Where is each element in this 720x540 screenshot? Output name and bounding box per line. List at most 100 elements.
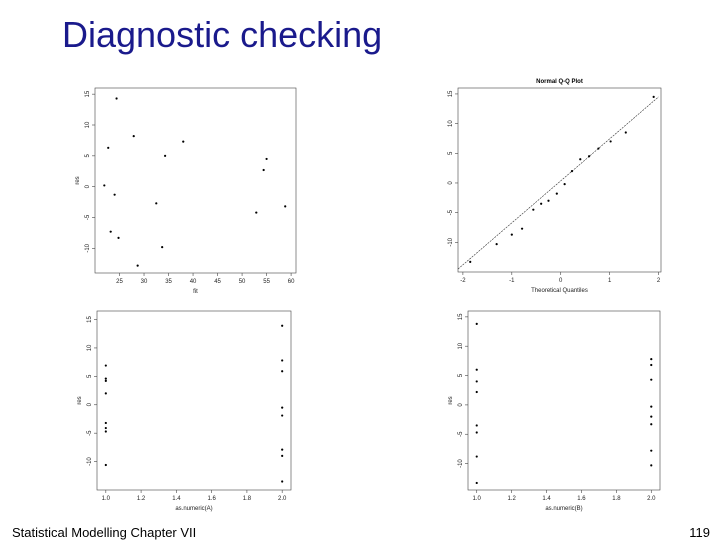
point bbox=[104, 430, 107, 433]
y-tick-label: 5 bbox=[87, 374, 93, 378]
y-tick-label: -10 bbox=[85, 243, 91, 252]
point bbox=[650, 449, 653, 452]
y-tick-label: -5 bbox=[87, 430, 93, 436]
point bbox=[597, 147, 600, 150]
y-tick-label: 15 bbox=[448, 90, 454, 97]
point bbox=[281, 359, 284, 362]
point bbox=[495, 243, 498, 246]
point bbox=[469, 260, 472, 264]
x-axis-label: as.numeric(A) bbox=[175, 506, 212, 512]
point bbox=[475, 390, 478, 394]
point bbox=[262, 168, 265, 172]
point bbox=[103, 184, 106, 187]
x-tick-label: 1.2 bbox=[507, 496, 516, 502]
slide-title: Diagnostic checking bbox=[62, 14, 382, 55]
x-tick-label: 55 bbox=[263, 279, 270, 285]
x-tick-label: 1.0 bbox=[102, 496, 111, 502]
point bbox=[104, 463, 107, 467]
point bbox=[624, 131, 627, 134]
point bbox=[182, 140, 185, 143]
point bbox=[609, 140, 612, 143]
y-tick-label: -10 bbox=[458, 459, 464, 468]
y-tick-label: 5 bbox=[85, 154, 91, 158]
point bbox=[104, 364, 107, 367]
footer-left: Statistical Modelling Chapter VII bbox=[12, 525, 196, 540]
x-tick-label: 45 bbox=[214, 279, 221, 285]
point bbox=[281, 454, 284, 458]
point bbox=[579, 158, 582, 161]
x-axis-label: as.numeric(B) bbox=[545, 506, 582, 512]
plot-frame bbox=[457, 87, 662, 273]
x-tick-label: -2 bbox=[460, 278, 466, 284]
plot-frame bbox=[467, 310, 661, 491]
y-tick-label: 15 bbox=[85, 90, 91, 97]
point bbox=[281, 448, 284, 451]
point bbox=[475, 322, 478, 326]
y-tick-label: 10 bbox=[458, 342, 464, 349]
point bbox=[109, 230, 112, 233]
point bbox=[555, 192, 558, 195]
point bbox=[650, 358, 653, 361]
x-tick-label: 1.0 bbox=[473, 496, 482, 502]
plot-title: Normal Q-Q Plot bbox=[536, 79, 583, 85]
point bbox=[132, 135, 135, 138]
point bbox=[281, 480, 284, 483]
point bbox=[475, 481, 478, 485]
x-tick-label: 1.4 bbox=[172, 496, 181, 502]
y-axis-label: res bbox=[77, 396, 83, 404]
x-tick-label: 50 bbox=[239, 279, 246, 285]
point bbox=[547, 199, 550, 202]
point bbox=[475, 424, 478, 427]
point bbox=[532, 208, 535, 211]
point bbox=[650, 405, 653, 408]
point bbox=[650, 378, 653, 381]
y-tick-label: -10 bbox=[87, 457, 93, 466]
point bbox=[161, 246, 164, 249]
point bbox=[587, 155, 591, 158]
page-number: 119 bbox=[689, 525, 710, 540]
x-tick-label: 40 bbox=[190, 279, 197, 285]
x-axis-label: Theoretical Quantiles bbox=[531, 288, 588, 294]
x-tick-label: 2.0 bbox=[647, 496, 656, 502]
point bbox=[284, 205, 287, 208]
point bbox=[117, 236, 120, 239]
point bbox=[104, 379, 107, 382]
y-tick-label: 0 bbox=[85, 184, 91, 188]
y-tick-label: 10 bbox=[87, 344, 93, 351]
y-tick-label: 0 bbox=[87, 402, 93, 406]
x-tick-label: 1.4 bbox=[542, 496, 551, 502]
x-axis-label: fit bbox=[193, 289, 198, 295]
point bbox=[265, 157, 268, 161]
y-tick-label: 10 bbox=[85, 121, 91, 128]
x-tick-label: 60 bbox=[288, 279, 295, 285]
point bbox=[475, 431, 478, 434]
x-tick-label: 25 bbox=[116, 279, 123, 285]
point bbox=[520, 227, 524, 230]
point bbox=[281, 370, 284, 373]
y-tick-label: -10 bbox=[448, 237, 454, 246]
y-tick-label: 5 bbox=[448, 151, 454, 155]
point bbox=[650, 464, 653, 467]
y-tick-label: 15 bbox=[87, 316, 93, 323]
y-tick-label: -5 bbox=[458, 431, 464, 437]
point bbox=[104, 377, 107, 380]
y-tick-label: 0 bbox=[458, 403, 464, 407]
point bbox=[650, 363, 653, 367]
x-tick-label: -1 bbox=[509, 278, 515, 284]
point bbox=[255, 211, 258, 214]
y-tick-label: 15 bbox=[458, 313, 464, 320]
qq-reference-line bbox=[457, 96, 659, 270]
point bbox=[650, 415, 653, 418]
plot-frame bbox=[94, 87, 297, 274]
x-tick-label: 1.6 bbox=[577, 496, 586, 502]
x-tick-label: 30 bbox=[141, 279, 148, 285]
x-tick-label: 2 bbox=[657, 278, 661, 284]
point bbox=[475, 380, 478, 383]
point bbox=[136, 264, 139, 267]
point bbox=[281, 324, 284, 327]
point bbox=[475, 455, 478, 458]
point bbox=[113, 193, 116, 196]
point bbox=[281, 414, 284, 417]
